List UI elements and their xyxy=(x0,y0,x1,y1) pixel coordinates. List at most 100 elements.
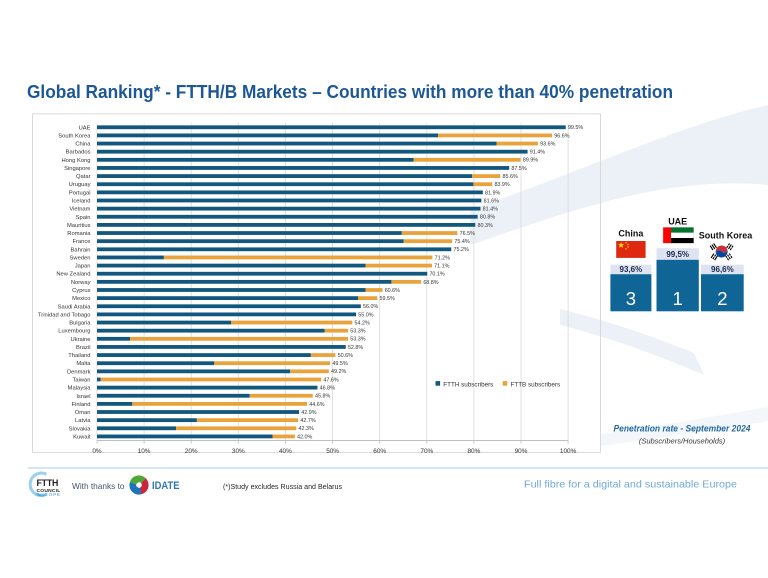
svg-text:Mexico: Mexico xyxy=(72,296,90,302)
svg-text:87.5%: 87.5% xyxy=(511,166,526,172)
svg-text:90%: 90% xyxy=(515,448,528,455)
svg-text:91.4%: 91.4% xyxy=(530,150,545,156)
svg-text:42.0%: 42.0% xyxy=(297,434,312,440)
svg-text:71.1%: 71.1% xyxy=(434,263,449,269)
svg-text:96.6%: 96.6% xyxy=(554,133,569,139)
svg-text:(Subscribers/Households): (Subscribers/Households) xyxy=(639,437,726,446)
svg-text:Finland: Finland xyxy=(71,402,90,408)
svg-text:47.6%: 47.6% xyxy=(323,377,338,383)
svg-text:70%: 70% xyxy=(420,448,433,455)
svg-text:Saudi Arabia: Saudi Arabia xyxy=(58,304,92,310)
svg-text:Ukraine: Ukraine xyxy=(71,337,91,343)
svg-text:Norway: Norway xyxy=(71,280,91,286)
svg-text:53.3%: 53.3% xyxy=(350,329,365,335)
svg-text:IDATE: IDATE xyxy=(152,480,180,492)
svg-text:42.3%: 42.3% xyxy=(298,426,313,432)
svg-text:Brazil: Brazil xyxy=(76,345,91,351)
svg-text:52.8%: 52.8% xyxy=(348,345,363,351)
svg-text:Bulgaria: Bulgaria xyxy=(69,321,91,327)
svg-text:(*)Study excludes Russia and B: (*)Study excludes Russia and Belarus xyxy=(223,484,342,491)
svg-text:Slovakia: Slovakia xyxy=(69,426,92,432)
svg-text:Spain: Spain xyxy=(76,215,91,221)
svg-text:France: France xyxy=(72,239,90,245)
svg-text:93,6%: 93,6% xyxy=(620,265,643,274)
svg-text:80%: 80% xyxy=(468,448,481,455)
svg-text:3: 3 xyxy=(626,288,636,309)
svg-text:54.2%: 54.2% xyxy=(355,320,370,326)
svg-text:60.6%: 60.6% xyxy=(385,288,400,294)
svg-text:FTTB subscribers: FTTB subscribers xyxy=(511,381,561,388)
svg-text:Taiwan: Taiwan xyxy=(72,377,90,383)
svg-text:Hong Kong: Hong Kong xyxy=(61,158,90,164)
svg-text:FTTH: FTTH xyxy=(37,478,59,488)
svg-text:Qatar: Qatar xyxy=(76,174,91,180)
svg-text:EUROPE: EUROPE xyxy=(37,492,61,497)
svg-text:75.4%: 75.4% xyxy=(454,239,469,245)
svg-text:Denmark: Denmark xyxy=(67,369,91,375)
svg-text:Israel: Israel xyxy=(76,394,90,400)
svg-text:89.9%: 89.9% xyxy=(523,158,538,164)
svg-text:2: 2 xyxy=(717,288,727,309)
svg-text:Portugal: Portugal xyxy=(69,190,91,196)
svg-text:Global Ranking* - FTTH/B Marke: Global Ranking* - FTTH/B Markets – Count… xyxy=(27,81,673,102)
svg-text:99,5%: 99,5% xyxy=(666,250,689,259)
svg-text:Japan: Japan xyxy=(75,264,91,270)
svg-text:53.3%: 53.3% xyxy=(350,337,365,343)
svg-text:45.8%: 45.8% xyxy=(315,394,330,400)
svg-text:96,6%: 96,6% xyxy=(711,265,734,274)
svg-text:Trinidad and Tobago: Trinidad and Tobago xyxy=(38,312,91,318)
svg-text:49.2%: 49.2% xyxy=(331,369,346,375)
svg-text:UAE: UAE xyxy=(668,217,687,227)
svg-text:Sweden: Sweden xyxy=(70,255,91,261)
svg-text:20%: 20% xyxy=(185,448,198,455)
svg-text:Kuwait: Kuwait xyxy=(73,434,91,440)
svg-text:50.6%: 50.6% xyxy=(338,353,353,359)
svg-text:100%: 100% xyxy=(560,448,577,455)
svg-text:Bahrain: Bahrain xyxy=(71,247,91,253)
svg-text:59.5%: 59.5% xyxy=(380,296,395,302)
svg-text:42.7%: 42.7% xyxy=(300,418,315,424)
svg-text:Romania: Romania xyxy=(67,231,91,237)
svg-text:UAE: UAE xyxy=(79,125,91,131)
svg-text:56.0%: 56.0% xyxy=(363,304,378,310)
svg-text:Vietnam: Vietnam xyxy=(69,207,90,213)
svg-text:85.6%: 85.6% xyxy=(502,174,517,180)
svg-text:80.8%: 80.8% xyxy=(480,215,495,221)
svg-text:99.5%: 99.5% xyxy=(568,125,583,131)
svg-text:49.5%: 49.5% xyxy=(332,361,347,367)
svg-text:10%: 10% xyxy=(138,448,151,455)
svg-text:COUNCIL: COUNCIL xyxy=(37,488,61,494)
svg-text:Latvia: Latvia xyxy=(75,418,91,424)
svg-text:Luxembourg: Luxembourg xyxy=(58,329,90,335)
svg-text:Thailand: Thailand xyxy=(68,353,90,359)
svg-text:68.8%: 68.8% xyxy=(423,280,438,286)
svg-text:FTTH subscribers: FTTH subscribers xyxy=(443,381,493,388)
svg-text:Mauritius: Mauritius xyxy=(67,223,91,229)
svg-text:42.9%: 42.9% xyxy=(301,410,316,416)
svg-text:Cyprus: Cyprus xyxy=(72,288,90,294)
svg-text:81.6%: 81.6% xyxy=(484,198,499,204)
svg-text:46.8%: 46.8% xyxy=(320,386,335,392)
svg-text:China: China xyxy=(75,142,91,148)
svg-text:Malaysia: Malaysia xyxy=(68,386,92,392)
svg-text:50%: 50% xyxy=(326,448,339,455)
svg-text:Barbados: Barbados xyxy=(66,150,91,156)
svg-text:44.6%: 44.6% xyxy=(309,402,324,408)
svg-text:South Korea: South Korea xyxy=(699,231,753,241)
svg-text:70.1%: 70.1% xyxy=(429,272,444,278)
svg-text:With thanks to: With thanks to xyxy=(72,482,125,491)
svg-text:75.2%: 75.2% xyxy=(453,247,468,253)
svg-text:1: 1 xyxy=(673,288,683,309)
svg-text:55.0%: 55.0% xyxy=(358,312,373,318)
svg-text:China: China xyxy=(618,229,644,239)
svg-text:81.4%: 81.4% xyxy=(483,207,498,213)
svg-text:83.9%: 83.9% xyxy=(494,182,509,188)
svg-text:Penetration rate - September 2: Penetration rate - September 2024 xyxy=(614,424,752,435)
svg-text:Singapore: Singapore xyxy=(64,166,90,172)
svg-text:40%: 40% xyxy=(279,448,292,455)
svg-text:30%: 30% xyxy=(232,448,245,455)
svg-text:81.9%: 81.9% xyxy=(485,190,500,196)
svg-text:New Zealand: New Zealand xyxy=(56,272,90,278)
svg-text:93.6%: 93.6% xyxy=(540,141,555,147)
svg-text:80.3%: 80.3% xyxy=(477,223,492,229)
